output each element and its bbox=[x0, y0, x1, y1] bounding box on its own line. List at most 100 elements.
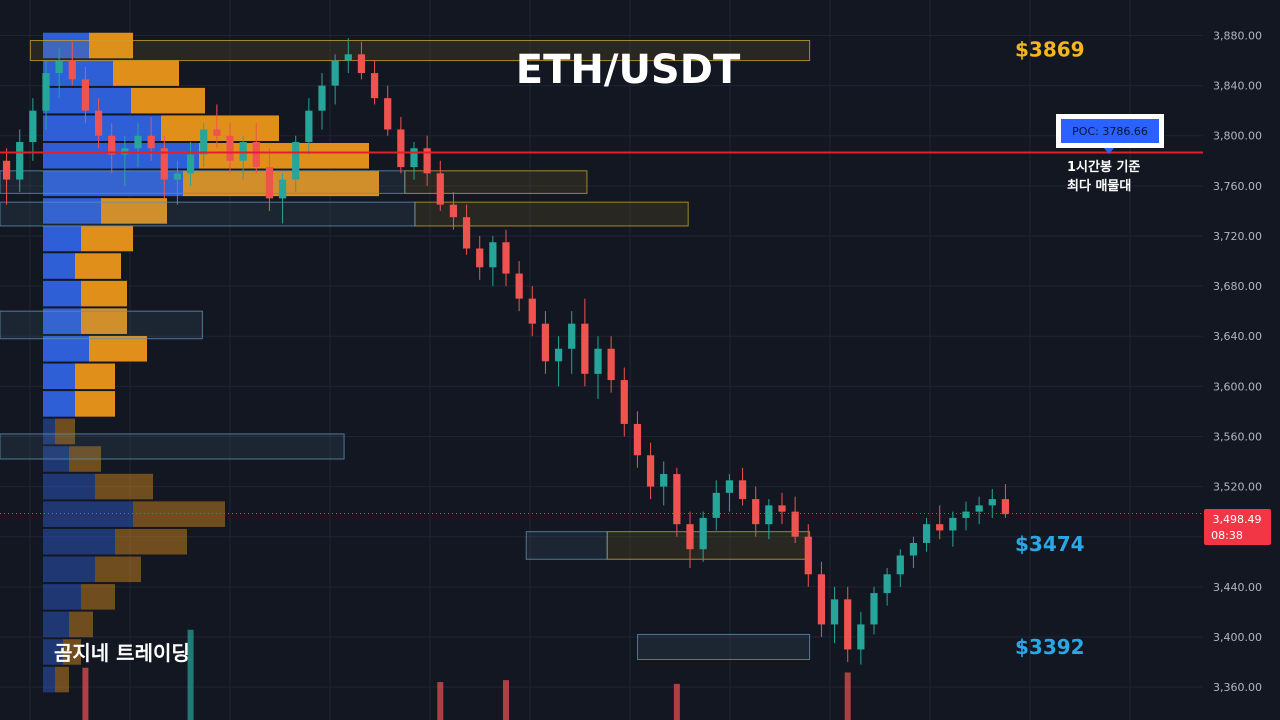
candle-body-62[interactable] bbox=[817, 574, 826, 625]
profile-sell-bar-16 bbox=[95, 473, 153, 500]
candle-body-42[interactable] bbox=[554, 348, 563, 362]
candle-body-47[interactable] bbox=[620, 380, 628, 424]
candle-body-27[interactable] bbox=[357, 54, 366, 74]
candle-body-57[interactable] bbox=[752, 499, 760, 525]
candle-body-41[interactable] bbox=[541, 323, 550, 362]
candles[interactable] bbox=[2, 38, 1010, 665]
candle-body-67[interactable] bbox=[883, 574, 891, 594]
candle-body-66[interactable] bbox=[870, 593, 878, 625]
profile-sell-bar-7 bbox=[81, 225, 133, 252]
candle-body-55[interactable] bbox=[725, 480, 734, 493]
candle-body-14[interactable] bbox=[186, 154, 195, 174]
candle-body-45[interactable] bbox=[594, 348, 602, 374]
candle-body-18[interactable] bbox=[239, 142, 247, 161]
candle-body-71[interactable] bbox=[936, 524, 944, 531]
candle-body-7[interactable] bbox=[94, 110, 103, 136]
candle-body-63[interactable] bbox=[830, 599, 839, 625]
candle-body-19[interactable] bbox=[252, 142, 260, 168]
poc-badge-pointer bbox=[1104, 148, 1114, 154]
candle-body-5[interactable] bbox=[68, 60, 76, 80]
candle-body-30[interactable] bbox=[397, 129, 405, 168]
current-price-tag[interactable]: 3,498.49 08:38 bbox=[1204, 509, 1271, 545]
candle-body-6[interactable] bbox=[81, 79, 90, 111]
candle-body-58[interactable] bbox=[765, 505, 773, 525]
volume-bar-0 bbox=[82, 667, 89, 720]
candle-body-10[interactable] bbox=[134, 135, 142, 149]
candle-body-22[interactable] bbox=[292, 142, 300, 180]
candle-body-54[interactable] bbox=[712, 492, 720, 518]
profile-sell-bar-21 bbox=[69, 611, 93, 638]
candle-body-56[interactable] bbox=[738, 480, 747, 500]
candle-body-13[interactable] bbox=[173, 173, 182, 180]
candle-body-11[interactable] bbox=[147, 135, 155, 149]
candle-body-26[interactable] bbox=[344, 54, 352, 61]
profile-buy-bar-1 bbox=[43, 60, 113, 86]
candle-body-36[interactable] bbox=[476, 248, 484, 268]
candle-body-33[interactable] bbox=[436, 173, 444, 205]
candle-body-69[interactable] bbox=[909, 542, 918, 556]
profile-buy-bar-21 bbox=[43, 611, 69, 638]
candle-body-2[interactable] bbox=[29, 110, 37, 143]
candle-body-20[interactable] bbox=[265, 167, 274, 199]
candle-body-46[interactable] bbox=[607, 348, 615, 381]
candle-body-3[interactable] bbox=[42, 73, 50, 111]
candle-body-61[interactable] bbox=[804, 536, 812, 575]
candle-body-8[interactable] bbox=[108, 135, 116, 155]
candle-body-25[interactable] bbox=[331, 60, 339, 86]
y-tick-label-7: 3,600.00 bbox=[1213, 380, 1262, 393]
candle-body-65[interactable] bbox=[857, 624, 865, 650]
candle-body-12[interactable] bbox=[160, 148, 168, 180]
candle-body-44[interactable] bbox=[581, 323, 589, 374]
candle-body-53[interactable] bbox=[699, 517, 707, 550]
candle-body-38[interactable] bbox=[502, 242, 510, 274]
candle-body-73[interactable] bbox=[962, 511, 970, 518]
candle-body-52[interactable] bbox=[686, 524, 694, 550]
candle-body-29[interactable] bbox=[384, 98, 392, 130]
candle-body-4[interactable] bbox=[55, 60, 63, 74]
candle-body-21[interactable] bbox=[278, 179, 287, 199]
candle-body-64[interactable] bbox=[844, 599, 852, 650]
candle-body-76[interactable] bbox=[1001, 499, 1010, 515]
profile-buy-bar-18 bbox=[43, 528, 115, 555]
level-labels: $3869 $3474 $3392 bbox=[1015, 37, 1085, 659]
current-price-countdown: 08:38 bbox=[1211, 529, 1243, 542]
candle-body-43[interactable] bbox=[568, 323, 576, 349]
profile-buy-bar-13 bbox=[43, 391, 75, 417]
candle-body-28[interactable] bbox=[370, 73, 379, 99]
candle-body-15[interactable] bbox=[200, 129, 208, 155]
y-tick-label-11: 3,440.00 bbox=[1213, 581, 1262, 594]
candle-body-49[interactable] bbox=[646, 455, 655, 487]
candle-body-0[interactable] bbox=[2, 160, 11, 180]
candle-body-16[interactable] bbox=[213, 129, 221, 136]
candle-body-68[interactable] bbox=[896, 555, 904, 575]
candle-body-23[interactable] bbox=[305, 110, 313, 143]
profile-sell-bar-22 bbox=[63, 639, 81, 665]
profile-buy-bar-10 bbox=[43, 308, 81, 334]
candle-body-32[interactable] bbox=[423, 148, 431, 174]
candle-body-48[interactable] bbox=[633, 423, 642, 456]
candle-body-40[interactable] bbox=[528, 298, 536, 324]
candle-body-34[interactable] bbox=[449, 204, 458, 218]
candle-body-9[interactable] bbox=[121, 148, 129, 155]
candle-body-75[interactable] bbox=[988, 499, 996, 506]
candle-body-35[interactable] bbox=[462, 217, 471, 249]
profile-sell-bar-11 bbox=[89, 335, 147, 362]
profile-sell-bar-0 bbox=[89, 32, 133, 59]
candle-body-51[interactable] bbox=[673, 474, 681, 525]
candle-body-60[interactable] bbox=[791, 511, 799, 537]
price-axis[interactable]: 3,880.00 3,840.00 3,800.00 3,760.00 3,720.00… bbox=[1213, 30, 1262, 695]
candle-body-74[interactable] bbox=[975, 505, 983, 512]
candle-body-31[interactable] bbox=[410, 148, 418, 168]
candle-body-39[interactable] bbox=[515, 273, 523, 299]
candle-body-72[interactable] bbox=[949, 517, 957, 531]
candle-body-1[interactable] bbox=[16, 142, 24, 180]
candle-body-59[interactable] bbox=[778, 505, 786, 512]
volume-bar-5 bbox=[844, 672, 851, 720]
candle-body-37[interactable] bbox=[489, 242, 497, 268]
candle-body-17[interactable] bbox=[226, 135, 234, 161]
candle-body-70[interactable] bbox=[922, 524, 931, 543]
candle-body-24[interactable] bbox=[318, 85, 326, 111]
candle-body-50[interactable] bbox=[660, 474, 668, 487]
